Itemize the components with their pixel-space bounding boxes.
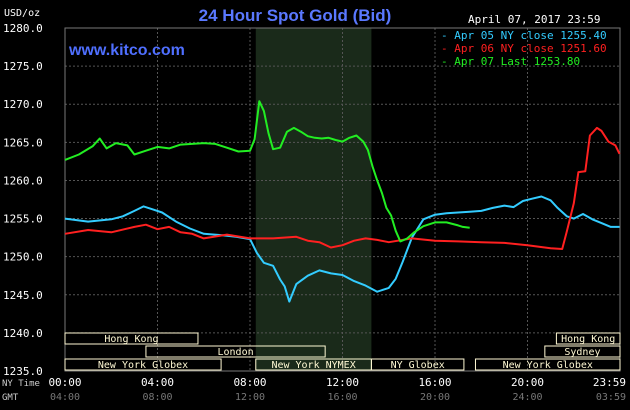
- session-label: New York NYMEX: [271, 360, 355, 371]
- session-bar: NY Globex: [370, 358, 465, 371]
- session-label: Hong Kong: [104, 334, 158, 345]
- y-axis-unit-label: USD/oz: [4, 8, 40, 19]
- x-tick-label: 03:59: [596, 392, 626, 403]
- series-line-0: [64, 195, 620, 303]
- session-label: New York Globex: [503, 360, 593, 371]
- x-tick-label: 24:00: [512, 392, 542, 403]
- legend-entry: - Apr 06 NY close 1251.60: [441, 42, 607, 55]
- session-bar: Sydney: [544, 345, 621, 358]
- session-label: London: [217, 347, 253, 358]
- x-tick-label: 12:00: [326, 376, 359, 389]
- session-bar: London: [145, 345, 326, 358]
- x-axis-label: NY Time: [2, 379, 40, 389]
- session-label: Sydney: [564, 347, 600, 358]
- nymex-session-shade: [255, 28, 372, 371]
- session-label: NY Globex: [391, 360, 445, 371]
- x-tick-label: 20:00: [511, 376, 544, 389]
- legend: - Apr 05 NY close 1255.40- Apr 06 NY clo…: [441, 29, 607, 68]
- session-bar-frame: [145, 345, 326, 358]
- y-tick-label: 1240.0: [3, 327, 43, 340]
- y-tick-label: 1280.0: [3, 22, 43, 35]
- legend-entry: - Apr 05 NY close 1255.40: [441, 29, 607, 42]
- session-bar-frame: [64, 332, 199, 345]
- session-bar-frame: [474, 358, 621, 371]
- session-bar: New York Globex: [474, 358, 621, 371]
- session-bar-frame: [370, 358, 465, 371]
- x-tick-label: 12:00: [235, 392, 265, 403]
- y-tick-label: 1235.0: [3, 365, 43, 378]
- y-tick-label: 1255.0: [3, 213, 43, 226]
- session-bar: New York NYMEX: [255, 358, 372, 371]
- y-tick-label: 1250.0: [3, 251, 43, 264]
- y-tick-label: 1275.0: [3, 60, 43, 73]
- x-tick-label: 08:00: [233, 376, 266, 389]
- x-axis-label: GMT: [2, 393, 19, 403]
- x-tick-label: 16:00: [327, 392, 357, 403]
- x-tick-label: 16:00: [418, 376, 451, 389]
- legend-entry: - Apr 07 Last 1253.80: [441, 55, 580, 68]
- x-tick-label: 04:00: [141, 376, 174, 389]
- session-bar: Hong Kong: [64, 332, 199, 345]
- x-tick-label: 08:00: [142, 392, 172, 403]
- x-tick-label: 04:00: [50, 392, 80, 403]
- series-line-1: [64, 126, 621, 250]
- chart-date: April 07, 2017 23:59: [468, 13, 600, 26]
- y-tick-label: 1265.0: [3, 136, 43, 149]
- x-tick-label: 23:59: [593, 376, 626, 389]
- y-tick-label: 1245.0: [3, 289, 43, 302]
- session-bar-frame: [555, 332, 621, 345]
- x-tick-label: 20:00: [420, 392, 450, 403]
- x-tick-label: 00:00: [48, 376, 81, 389]
- session-bar-frame: [544, 345, 621, 358]
- y-tick-label: 1270.0: [3, 98, 43, 111]
- session-label: New York Globex: [98, 360, 188, 371]
- series-line-2: [64, 100, 470, 243]
- chart-title: 24 Hour Spot Gold (Bid): [199, 6, 392, 25]
- session-bar: New York Globex: [64, 358, 222, 371]
- session-label: Hong Kong: [561, 334, 615, 345]
- plot-frame: [64, 27, 621, 372]
- session-bar: Hong Kong: [555, 332, 621, 345]
- y-tick-label: 1260.0: [3, 174, 43, 187]
- watermark: www.kitco.com: [68, 42, 185, 59]
- session-bar-frame: [64, 358, 222, 371]
